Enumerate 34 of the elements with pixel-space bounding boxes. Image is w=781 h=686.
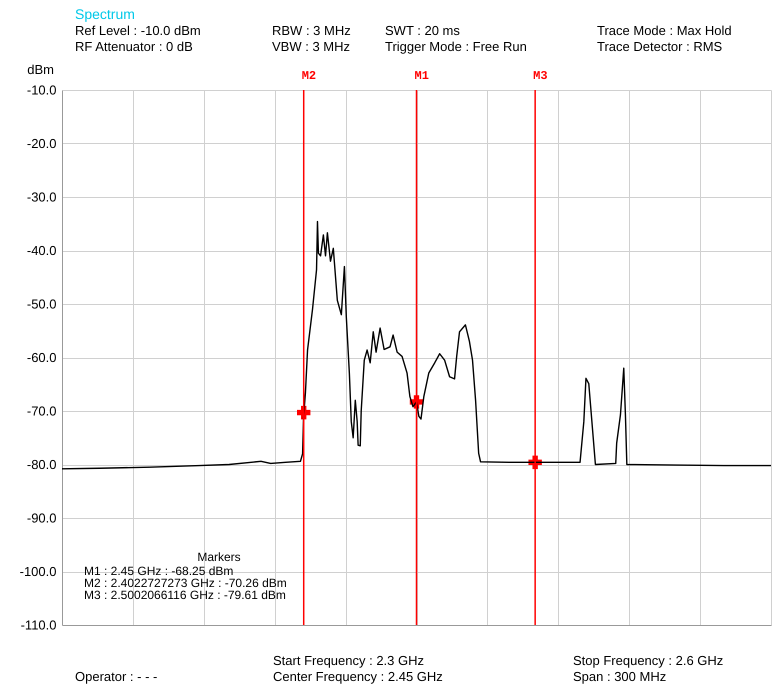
text: Span : 300 MHz bbox=[573, 669, 666, 684]
text: SWT : 20 ms bbox=[385, 23, 460, 38]
text: Operator : - - - bbox=[75, 669, 158, 684]
annotation: M1 : 2.45 GHz : -68.25 dBm bbox=[84, 564, 234, 578]
line-series bbox=[61, 220, 772, 470]
chart-title: Spectrum bbox=[75, 6, 135, 22]
ref-line-label: M2 bbox=[302, 69, 316, 83]
y-tick-label: -90.0 bbox=[26, 510, 56, 526]
text: RBW : 3 MHz bbox=[272, 23, 351, 38]
text: Start Frequency : 2.3 GHz bbox=[273, 653, 424, 668]
y-axis-title: dBm bbox=[27, 62, 54, 77]
y-tick-label: -100.0 bbox=[20, 564, 56, 579]
y-tick-label: -30.0 bbox=[26, 190, 56, 204]
y-tick-label: -110.0 bbox=[20, 618, 56, 632]
y-tick-label: -80.0 bbox=[26, 457, 56, 472]
ref-line-label: M1 bbox=[414, 69, 429, 83]
y-tick-label: -10.0 bbox=[26, 82, 56, 98]
text: VBW : 3 MHz bbox=[272, 39, 350, 54]
y-tick-label: -20.0 bbox=[26, 136, 56, 151]
text: Ref Level : -10.0 dBm bbox=[75, 23, 201, 38]
text: Trigger Mode : Free Run bbox=[385, 39, 527, 54]
y-tick-label: -70.0 bbox=[26, 404, 56, 418]
y-tick-label: -60.0 bbox=[26, 350, 56, 365]
text: Trace Mode : Max Hold bbox=[597, 23, 732, 38]
annotation: M2 : 2.4022727273 GHz : -70.26 dBm bbox=[84, 576, 287, 590]
text: RF Attenuator : 0 dB bbox=[75, 39, 193, 54]
text: Center Frequency : 2.45 GHz bbox=[273, 669, 443, 684]
y-tick-label: -50.0 bbox=[26, 296, 56, 312]
annotation: M3 : 2.5002066116 GHz : -79.61 dBm bbox=[84, 588, 286, 602]
ref-line-label: M3 bbox=[533, 69, 548, 83]
text: Stop Frequency : 2.6 GHz bbox=[573, 653, 724, 668]
annotation: Markers bbox=[197, 550, 241, 564]
y-tick-label: -40.0 bbox=[26, 243, 56, 258]
text: Trace Detector : RMS bbox=[597, 39, 723, 54]
